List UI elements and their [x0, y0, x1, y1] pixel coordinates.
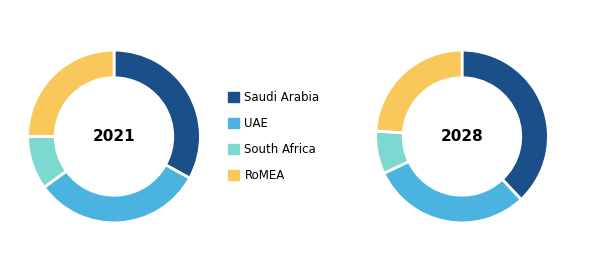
- Legend: Saudi Arabia, UAE, South Africa, RoMEA: Saudi Arabia, UAE, South Africa, RoMEA: [228, 91, 320, 182]
- Text: 2028: 2028: [440, 129, 484, 144]
- Wedge shape: [114, 50, 200, 178]
- Wedge shape: [28, 50, 114, 136]
- Wedge shape: [44, 165, 190, 223]
- Wedge shape: [376, 131, 409, 173]
- Wedge shape: [384, 162, 521, 223]
- Wedge shape: [28, 136, 67, 187]
- Wedge shape: [376, 50, 462, 133]
- Wedge shape: [462, 50, 548, 200]
- Text: 2021: 2021: [92, 129, 136, 144]
